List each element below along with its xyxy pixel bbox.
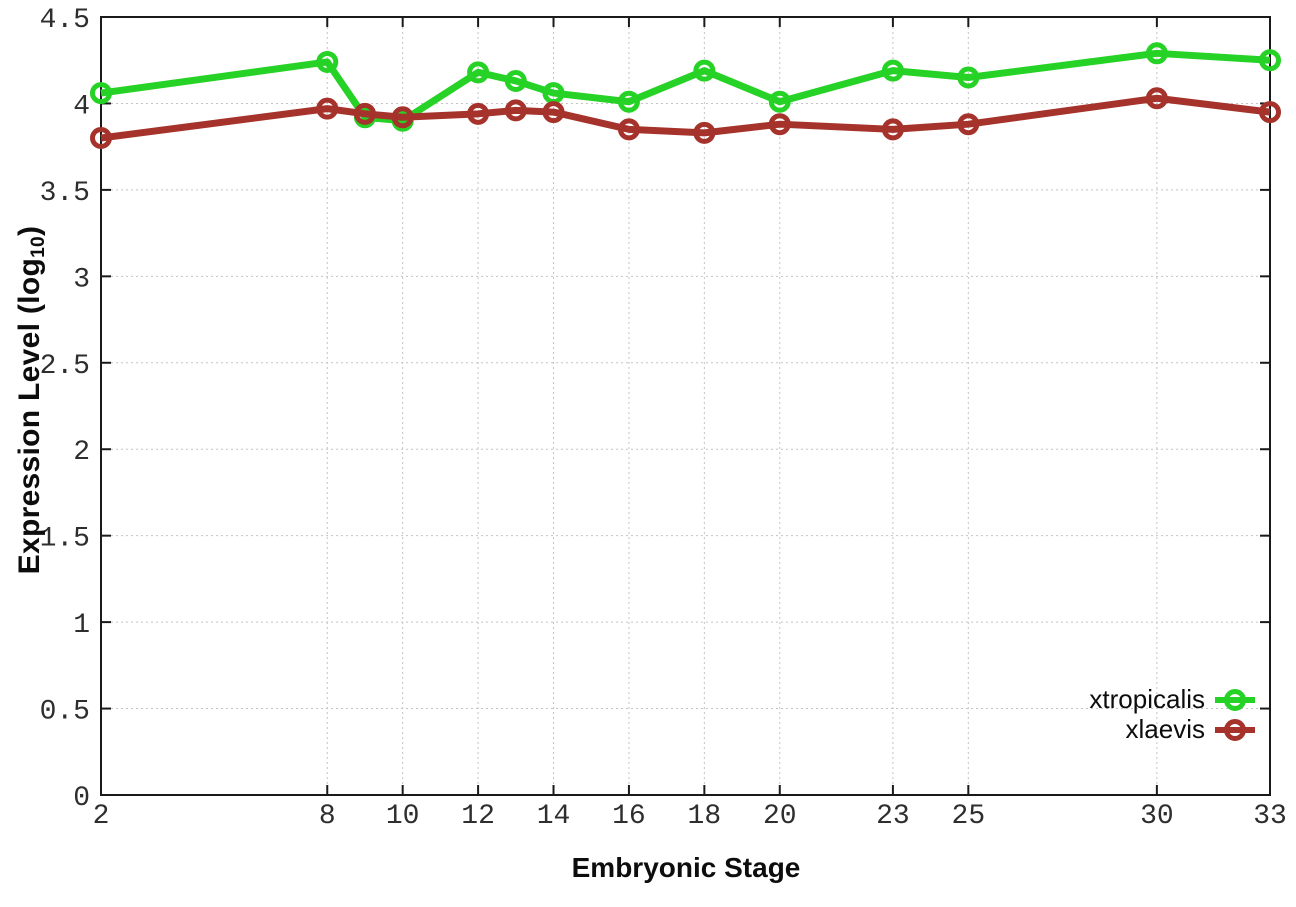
data-point-xtropicalis [316,50,339,73]
data-point-xtropicalis [957,66,980,89]
data-point-xtropicalis [504,69,527,92]
data-point-xlaevis [1145,87,1168,110]
x-tick-label: 23 [876,801,910,832]
y-tick-label: 0 [73,783,90,814]
y-axis-title: Expression Level (log10) [13,225,49,575]
y-tick-label: 2.5 [40,351,90,382]
data-point-xtropicalis [693,59,716,82]
data-point-xtropicalis [1259,49,1281,72]
legend-label-xtropicalis: xtropicalis [1089,684,1205,714]
x-tick-label: 10 [386,801,420,832]
legend: xtropicalis xlaevis [1089,684,1256,744]
data-point-xlaevis [957,113,980,136]
y-tick-label: 3 [73,264,90,295]
data-point-xlaevis [768,113,791,136]
x-tick-label: 25 [952,801,986,832]
y-tick-label: 2 [73,437,90,468]
data-point-xlaevis [391,106,414,129]
y-tick-label: 4.5 [40,5,90,36]
data-point-xlaevis [504,99,527,122]
data-point-xlaevis [1259,101,1281,124]
legend-sample-marker-xlaevis [1215,718,1255,741]
data-point-xlaevis [353,102,376,125]
y-axis-title-close: ) [13,225,46,236]
legend-item-xlaevis: xlaevis [1125,714,1256,744]
x-tick-label: 18 [688,801,722,832]
x-tick-label: 14 [537,801,571,832]
x-tick-label: 33 [1253,801,1287,832]
data-point-xtropicalis [90,82,112,105]
x-tick-label: 12 [461,801,495,832]
data-point-xtropicalis [617,90,640,113]
data-point-xtropicalis [1145,42,1168,65]
y-tick-label: 1 [73,610,90,641]
x-tick-label: 2 [93,801,110,832]
legend-label-xlaevis: xlaevis [1125,714,1205,744]
data-point-xlaevis [90,127,112,150]
y-axis-title-subscript: 10 [27,235,49,258]
data-point-xlaevis [316,97,339,120]
data-point-xlaevis [881,118,904,141]
series-line-xtropicalis [100,49,1271,125]
plot-border [100,16,1271,796]
x-tick-label: 30 [1140,801,1174,832]
legend-item-xtropicalis: xtropicalis [1089,684,1256,714]
data-point-xlaevis [467,102,490,125]
data-point-xtropicalis [881,59,904,82]
y-tick-label: 0.5 [40,697,90,728]
x-tick-label: 16 [612,801,646,832]
data-point-xlaevis [617,118,640,141]
series-line-xlaevis [100,94,1271,142]
y-tick-label: 1.5 [40,524,90,555]
x-axis-title: Embryonic Stage [571,852,801,883]
x-tick-label: 8 [319,801,336,832]
data-point-xtropicalis [768,90,791,113]
data-point-xlaevis [693,121,716,144]
x-tick-label: 20 [763,801,797,832]
legend-sample-marker-xtropicalis [1215,688,1255,711]
y-tick-label: 4 [73,91,90,122]
y-axis-title-text: Expression Level (log [13,257,46,575]
y-tick-label: 3.5 [40,178,90,209]
data-point-xtropicalis [467,61,490,84]
data-point-xlaevis [542,101,565,124]
